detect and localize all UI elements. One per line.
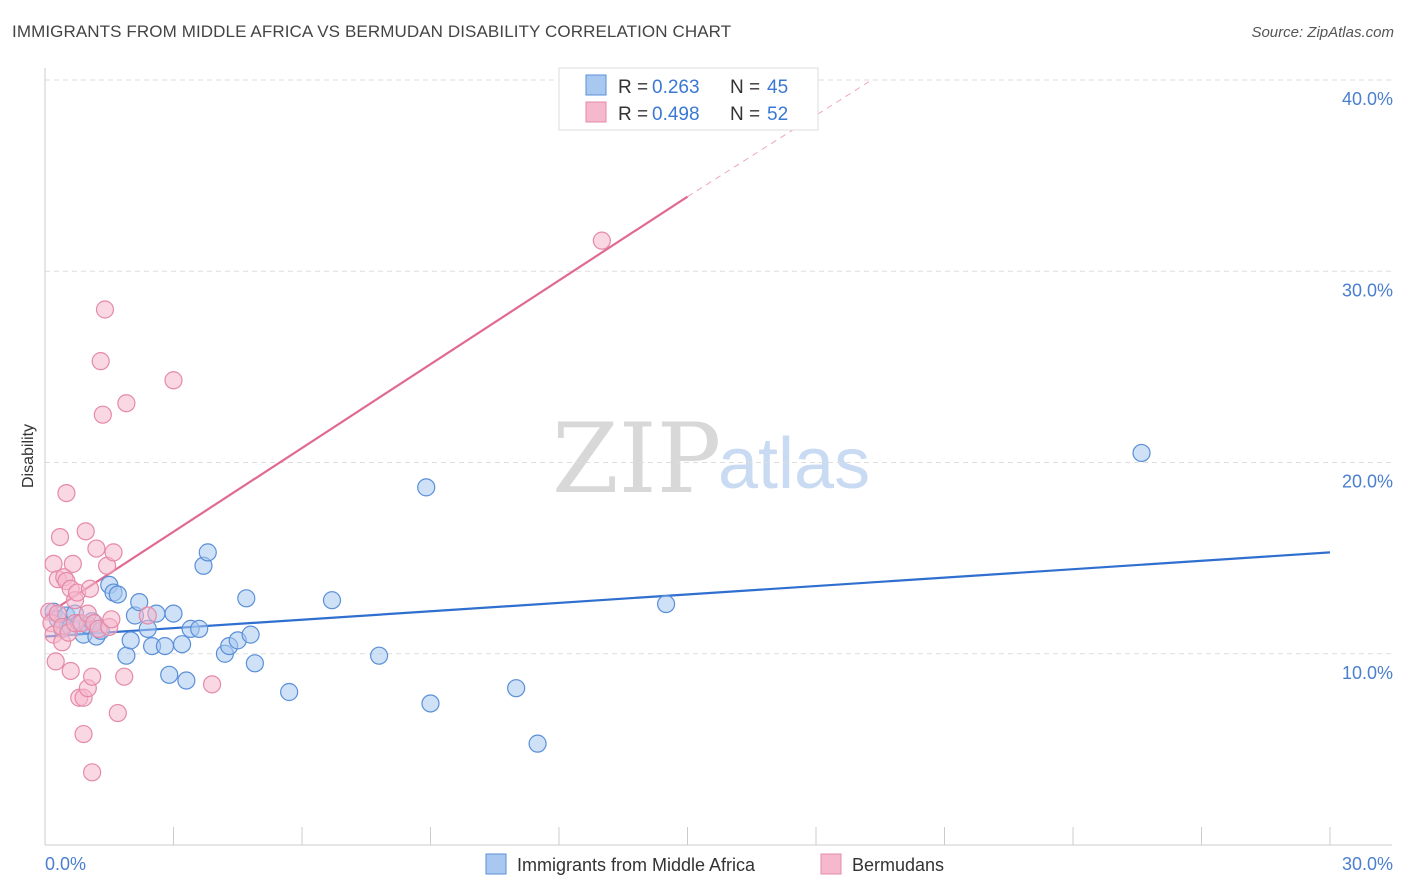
point-middle-africa xyxy=(160,665,179,684)
point-middle-africa xyxy=(421,694,440,713)
point-middle-africa xyxy=(237,589,256,608)
point-middle-africa xyxy=(117,646,136,665)
legend-swatch-pink xyxy=(585,101,607,123)
bottom-legend-label-blue: Immigrants from Middle Africa xyxy=(517,855,756,875)
watermark-zip: ZIP xyxy=(552,403,721,515)
point-middle-africa xyxy=(155,636,175,656)
x-tick-label-min: 0.0% xyxy=(45,854,86,874)
point-middle-africa xyxy=(108,585,127,604)
point-bermudan xyxy=(202,675,222,694)
point-bermudan xyxy=(63,554,82,573)
point-bermudan xyxy=(138,606,157,625)
point-bermudan xyxy=(74,724,93,744)
legend-swatch-blue xyxy=(585,74,607,96)
legend-n-value-blue: 45 xyxy=(767,77,788,98)
point-bermudan xyxy=(61,661,80,681)
point-bermudan xyxy=(87,539,106,558)
grid-layer: 10.0% 20.0% 30.0% 40.0% xyxy=(45,79,1393,683)
point-bermudan xyxy=(83,667,102,686)
point-middle-africa xyxy=(528,734,547,753)
trend-layer xyxy=(44,79,1331,638)
y-tick-label: 10.0% xyxy=(1342,663,1393,683)
point-bermudan xyxy=(80,579,100,598)
points-layer xyxy=(40,231,1151,782)
point-bermudan xyxy=(104,543,123,562)
point-middle-africa xyxy=(370,646,389,665)
point-middle-africa xyxy=(198,543,217,562)
point-bermudan xyxy=(95,300,115,319)
legend-r-label-blue: R = xyxy=(618,77,648,98)
point-middle-africa xyxy=(507,679,526,698)
point-bermudan xyxy=(108,703,127,723)
legend-r-value-blue: 0.263 xyxy=(652,77,700,98)
point-middle-africa xyxy=(164,604,183,623)
y-tick-label: 30.0% xyxy=(1342,280,1393,300)
y-tick-label: 40.0% xyxy=(1342,89,1393,109)
legend-n-value-pink: 52 xyxy=(767,104,788,125)
point-bermudan xyxy=(93,405,112,424)
point-middle-africa xyxy=(172,635,192,654)
bottom-legend-swatch-blue xyxy=(485,853,507,875)
point-middle-africa xyxy=(130,593,149,612)
point-middle-africa xyxy=(1132,443,1151,463)
bottom-legend-label-pink: Bermudans xyxy=(852,855,944,875)
point-middle-africa xyxy=(190,619,209,638)
bottom-legend-swatch-pink xyxy=(820,853,842,875)
legend-r-label-pink: R = xyxy=(618,104,648,125)
point-bermudan xyxy=(115,667,134,686)
point-middle-africa xyxy=(245,654,264,673)
point-bermudan xyxy=(76,522,95,541)
point-bermudan xyxy=(83,763,102,782)
chart-source: Source: ZipAtlas.com xyxy=(1251,24,1394,41)
point-middle-africa xyxy=(177,671,196,690)
point-bermudan xyxy=(164,371,183,390)
point-bermudan xyxy=(46,652,65,671)
point-bermudan xyxy=(102,610,121,629)
point-middle-africa xyxy=(417,478,436,497)
point-bermudan xyxy=(91,352,110,371)
point-bermudan xyxy=(50,527,70,547)
point-middle-africa xyxy=(241,625,260,644)
point-middle-africa xyxy=(121,631,140,650)
point-bermudan xyxy=(117,394,136,413)
legend-n-label-blue: N = xyxy=(730,77,760,98)
point-middle-africa xyxy=(280,682,299,702)
x-tick-label-max: 30.0% xyxy=(1342,854,1393,874)
y-tick-label: 20.0% xyxy=(1342,472,1393,492)
y-axis-label: Disability xyxy=(20,424,37,488)
trendline-bermudans-extension xyxy=(687,79,872,198)
watermark: ZIP atlas xyxy=(552,403,870,515)
point-middle-africa xyxy=(656,594,676,614)
axis-layer: 0.0% 30.0% xyxy=(44,68,1393,874)
chart-title: IMMIGRANTS FROM MIDDLE AFRICA VS BERMUDA… xyxy=(12,22,732,41)
point-bermudan xyxy=(57,484,76,503)
point-middle-africa xyxy=(322,591,342,610)
trendline-middle-africa xyxy=(44,551,1331,638)
watermark-atlas: atlas xyxy=(718,424,870,504)
legend-n-label-pink: N = xyxy=(730,104,760,125)
point-bermudan xyxy=(592,231,611,250)
bottom-legend: Immigrants from Middle Africa Bermudans xyxy=(485,853,944,875)
trendline-bermudans xyxy=(44,195,689,617)
top-legend: R = 0.263 N = 45 R = 0.498 N = 52 xyxy=(558,67,819,131)
legend-r-value-pink: 0.498 xyxy=(652,104,700,125)
